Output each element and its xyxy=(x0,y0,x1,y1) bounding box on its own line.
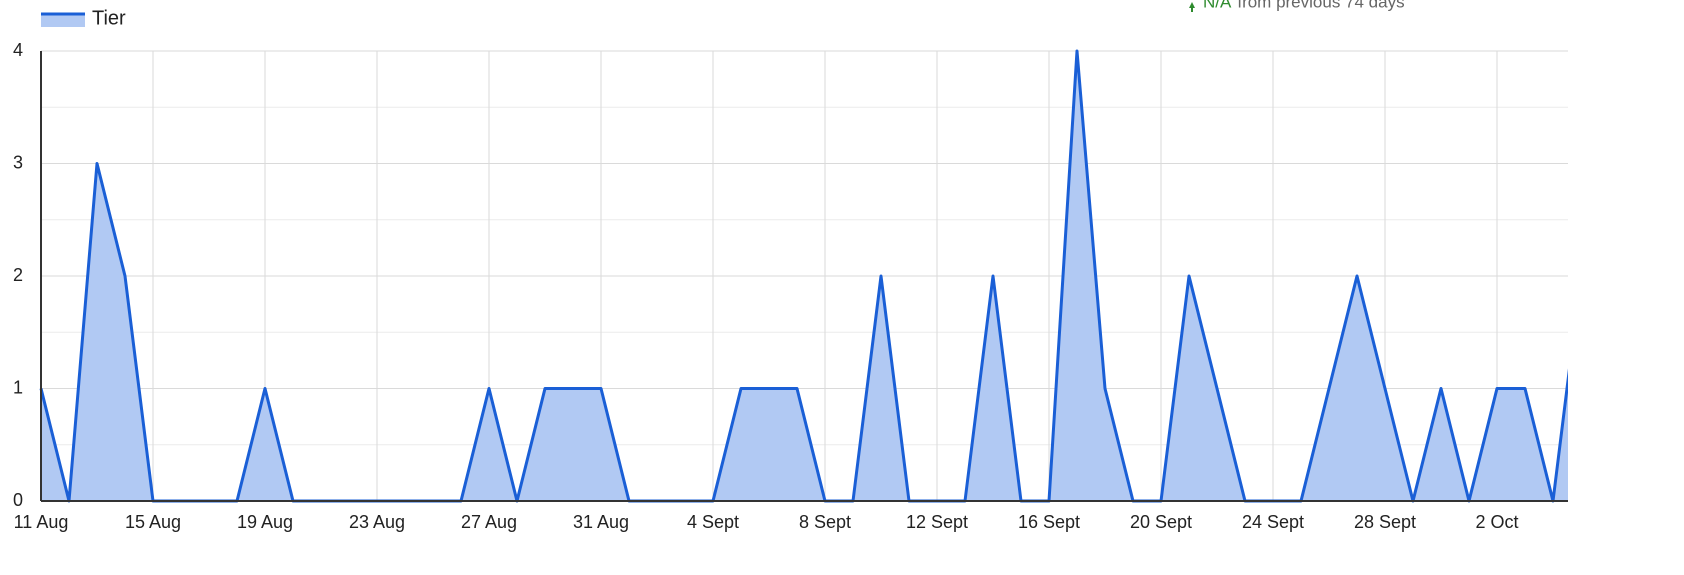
y-tick-label: 1 xyxy=(13,377,23,397)
x-tick-label: 12 Sept xyxy=(906,512,968,532)
x-tick-label: 15 Aug xyxy=(125,512,181,532)
x-tick-label: 16 Sept xyxy=(1018,512,1080,532)
x-tick-label: 4 Sept xyxy=(687,512,739,532)
x-tick-label: 2 Oct xyxy=(1475,512,1518,532)
x-tick-label: 19 Aug xyxy=(237,512,293,532)
x-tick-label: 23 Aug xyxy=(349,512,405,532)
change-indicator: N/A from previous 74 days xyxy=(1189,0,1405,12)
legend-swatch xyxy=(41,13,85,27)
x-tick-label: 24 Sept xyxy=(1242,512,1304,532)
area-fill xyxy=(41,51,1568,501)
x-tick-label: 27 Aug xyxy=(461,512,517,532)
change-value: N/A xyxy=(1203,0,1232,11)
x-tick-label: 20 Sept xyxy=(1130,512,1192,532)
y-tick-label: 2 xyxy=(13,265,23,285)
legend: Tier xyxy=(41,7,126,29)
y-tick-label: 0 xyxy=(13,490,23,510)
x-tick-label: 8 Sept xyxy=(799,512,851,532)
axes: 0 1 2 3 4 11 Aug 15 Aug 19 Aug 23 Aug 27 Aug 31 Au… xyxy=(13,40,1568,532)
y-tick-label: 4 xyxy=(13,40,23,60)
up-arrow xyxy=(1189,2,1195,12)
x-tick-label: 31 Aug xyxy=(573,512,629,532)
legend-label: Tier xyxy=(92,7,126,29)
change-text: from previous 74 days xyxy=(1237,0,1404,11)
x-tick-label: 28 Sept xyxy=(1354,512,1416,532)
y-tick-label: 3 xyxy=(13,152,23,172)
x-tick-label: 11 Aug xyxy=(14,512,69,532)
